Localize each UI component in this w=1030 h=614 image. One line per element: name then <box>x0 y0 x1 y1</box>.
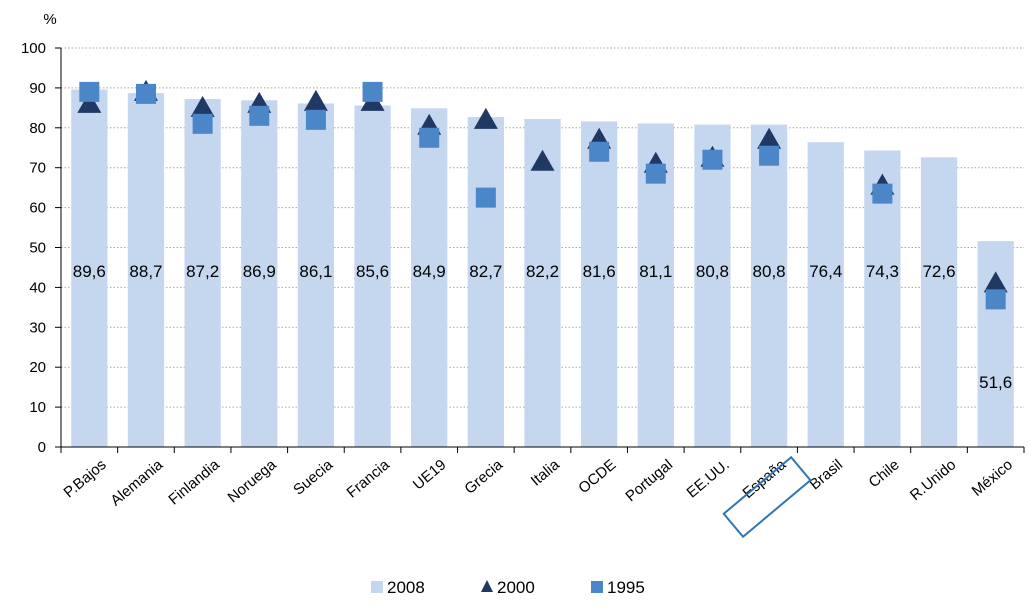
x-tick-label: Francia <box>344 456 394 502</box>
marker-1995 <box>702 149 723 170</box>
x-tick-label: Finlandia <box>165 456 223 509</box>
value-label: 81,1 <box>639 262 672 281</box>
bars-2008 <box>71 89 1014 448</box>
x-tick-label: UE19 <box>410 456 450 493</box>
legend-swatch-2008 <box>371 581 383 593</box>
y-tick-label: 60 <box>29 200 46 217</box>
x-tick-label: Grecia <box>461 456 506 498</box>
bar <box>127 93 165 447</box>
bar <box>750 124 788 447</box>
marker-1995 <box>759 145 780 166</box>
legend-swatch-2000 <box>481 580 493 592</box>
x-tick-label: Portugal <box>622 456 676 505</box>
marker-1995 <box>79 81 100 102</box>
y-tick-label: 30 <box>29 319 46 336</box>
value-label: 76,4 <box>809 262 842 281</box>
marker-1995 <box>645 163 666 184</box>
y-tick-label: 100 <box>21 40 46 57</box>
marker-1995 <box>475 187 496 208</box>
legend-label: 2008 <box>387 578 425 597</box>
value-label: 87,2 <box>186 262 219 281</box>
marker-1995 <box>305 109 326 130</box>
highlight-box <box>722 455 812 539</box>
marker-1995 <box>249 105 270 126</box>
bar <box>184 99 221 448</box>
value-label: 81,6 <box>583 262 616 281</box>
y-tick-labels: 0 10 20 30 40 50 60 70 80 90 100 <box>21 40 46 456</box>
value-label: 51,6 <box>979 373 1012 392</box>
value-label: 89,6 <box>73 262 106 281</box>
marker-1995 <box>135 83 156 104</box>
x-tick-label: OCDE <box>575 456 619 497</box>
bar <box>920 157 958 448</box>
value-labels: 89,6 88,7 87,2 86,9 86,1 85,6 84,9 82,7 82,2 81,6… <box>73 262 1012 392</box>
y-tick-label: 0 <box>38 439 46 456</box>
marker-2000 <box>473 107 498 129</box>
x-tick-label: P.Bajos <box>61 456 110 501</box>
marker-1995 <box>589 141 610 162</box>
value-label: 84,9 <box>413 262 446 281</box>
x-tick-label: R.Unido <box>907 456 959 504</box>
grid <box>61 47 1024 408</box>
value-label: 82,2 <box>526 262 559 281</box>
x-tick-label: Suecia <box>290 456 337 499</box>
y-tick-label: 90 <box>29 80 46 97</box>
value-label: 88,7 <box>129 262 162 281</box>
legend-label: 2000 <box>497 578 535 597</box>
marker-1995 <box>872 183 893 204</box>
marker-1995 <box>419 127 440 148</box>
bar <box>467 117 504 447</box>
x-tick-label: Brasil <box>806 456 846 493</box>
marker-2000 <box>303 89 328 111</box>
bar <box>524 119 561 447</box>
bar <box>807 142 844 447</box>
value-label: 82,7 <box>469 262 502 281</box>
value-label: 74,3 <box>866 262 899 281</box>
x-tick-label: Noruega <box>225 456 281 506</box>
value-label: 86,1 <box>299 262 332 281</box>
x-tick-label: EE.UU. <box>683 456 732 501</box>
y-tick-label: 80 <box>29 120 46 137</box>
marker-1995 <box>985 289 1006 310</box>
legend: 2008 2000 1995 <box>371 578 645 597</box>
marker-2000 <box>983 271 1008 293</box>
marker-2000 <box>77 91 102 113</box>
y-tick-label: 50 <box>29 240 46 257</box>
legend-swatch-1995 <box>591 581 603 593</box>
bar <box>71 89 108 447</box>
legend-label: 1995 <box>607 578 645 597</box>
x-tick-label: Alemania <box>107 456 166 510</box>
marker-1995 <box>362 81 383 102</box>
value-label: 72,6 <box>922 262 955 281</box>
bar <box>297 103 335 447</box>
value-label: 80,8 <box>753 262 786 281</box>
bar <box>581 121 618 447</box>
bar <box>411 108 448 448</box>
marker-1995 <box>192 113 213 134</box>
marker-2000 <box>530 149 555 171</box>
y-tick-label: 70 <box>29 160 46 177</box>
y-tick-label: 40 <box>29 279 46 296</box>
value-label: 86,9 <box>243 262 276 281</box>
bar <box>354 105 391 448</box>
y-tick-label: 20 <box>29 359 46 376</box>
bar <box>241 100 278 448</box>
x-tick-label: México <box>969 456 1016 500</box>
marker-2000 <box>190 95 215 117</box>
axes <box>55 47 1025 453</box>
bar <box>694 124 731 447</box>
value-label: 85,6 <box>356 262 389 281</box>
markers-1995 <box>79 81 1006 310</box>
y-tick-label: 10 <box>29 399 46 416</box>
value-label: 80,8 <box>696 262 729 281</box>
x-tick-label: Chile <box>866 456 903 491</box>
marker-2000 <box>757 127 782 149</box>
x-tick-label: Italia <box>528 456 564 490</box>
y-axis-unit: % <box>43 11 56 28</box>
